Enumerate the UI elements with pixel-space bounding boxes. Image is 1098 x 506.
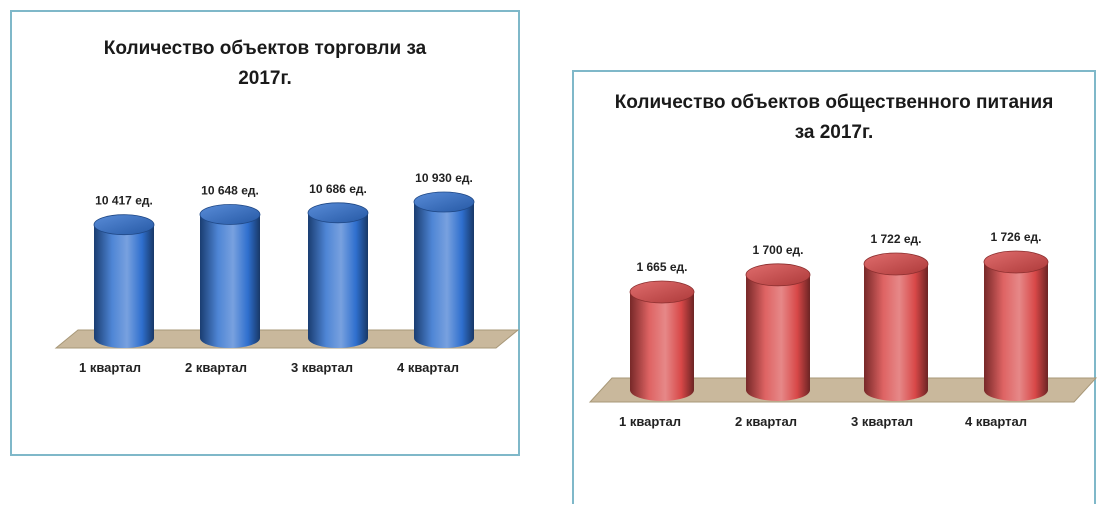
bar-4 (983, 250, 1049, 401)
data-label: 10 648 ед. (201, 183, 259, 197)
category-label: 2 квартал (185, 360, 247, 375)
category-label: 1 квартал (619, 414, 681, 429)
bar-2 (745, 263, 811, 401)
bar-chart-catering: 1 665 ед. 1 квартал 1 700 ед. 2 квартал 1 72… (588, 230, 1098, 429)
data-label: 1 726 ед. (991, 230, 1042, 244)
chart-floor (588, 377, 1098, 403)
category-label: 3 квартал (291, 360, 353, 375)
category-label: 3 квартал (851, 414, 913, 429)
data-label: 1 665 ед. (637, 260, 688, 274)
category-label: 4 квартал (965, 414, 1027, 429)
bar-3 (863, 252, 929, 401)
bar-2 (199, 204, 261, 348)
category-label: 2 квартал (735, 414, 797, 429)
bar-4 (413, 191, 475, 348)
bar-1 (629, 280, 695, 401)
data-label: 1 722 ед. (871, 232, 922, 246)
chart-panel-catering: Количество объектов общественного питани… (572, 70, 1098, 504)
chart-title: Количество объектов общественного питани… (614, 92, 1054, 143)
category-label: 4 квартал (397, 360, 459, 375)
category-label: 1 квартал (79, 360, 141, 375)
bar-3 (307, 202, 369, 348)
bar-1 (93, 214, 155, 348)
chart-floor (54, 329, 520, 349)
chart-title: Количество объектов торговли за 2017г. (103, 38, 427, 89)
bar-chart-trade: 10 417 ед. 1 квартал 10 648 ед. 2 квартал 10… (54, 171, 520, 375)
data-label: 1 700 ед. (753, 243, 804, 257)
data-label: 10 686 ед. (309, 182, 367, 196)
data-label: 10 417 ед. (95, 194, 153, 208)
chart-panel-trade: Количество объектов торговли за 2017г. 1… (10, 10, 520, 456)
data-label: 10 930 ед. (415, 171, 473, 185)
